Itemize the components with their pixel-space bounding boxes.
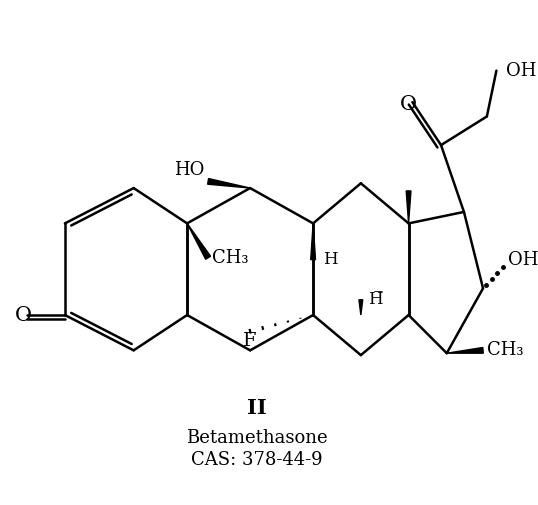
Text: OH: OH bbox=[506, 62, 536, 80]
Text: H: H bbox=[323, 251, 338, 268]
Text: O: O bbox=[15, 306, 31, 325]
Text: CAS: 378-44-9: CAS: 378-44-9 bbox=[191, 451, 323, 469]
Text: OH: OH bbox=[508, 250, 538, 269]
Polygon shape bbox=[359, 300, 363, 315]
Text: O: O bbox=[400, 94, 417, 114]
Text: HO: HO bbox=[174, 161, 204, 178]
Text: Betamethasone: Betamethasone bbox=[186, 429, 328, 447]
Text: II: II bbox=[247, 397, 267, 418]
Polygon shape bbox=[208, 179, 250, 188]
Text: CH₃: CH₃ bbox=[487, 341, 523, 360]
Polygon shape bbox=[311, 223, 315, 260]
Polygon shape bbox=[447, 347, 483, 353]
Text: F̅: F̅ bbox=[243, 332, 257, 350]
Text: CH₃: CH₃ bbox=[212, 249, 249, 267]
Text: H̅: H̅ bbox=[368, 291, 383, 308]
Polygon shape bbox=[187, 223, 210, 259]
Polygon shape bbox=[406, 191, 411, 223]
